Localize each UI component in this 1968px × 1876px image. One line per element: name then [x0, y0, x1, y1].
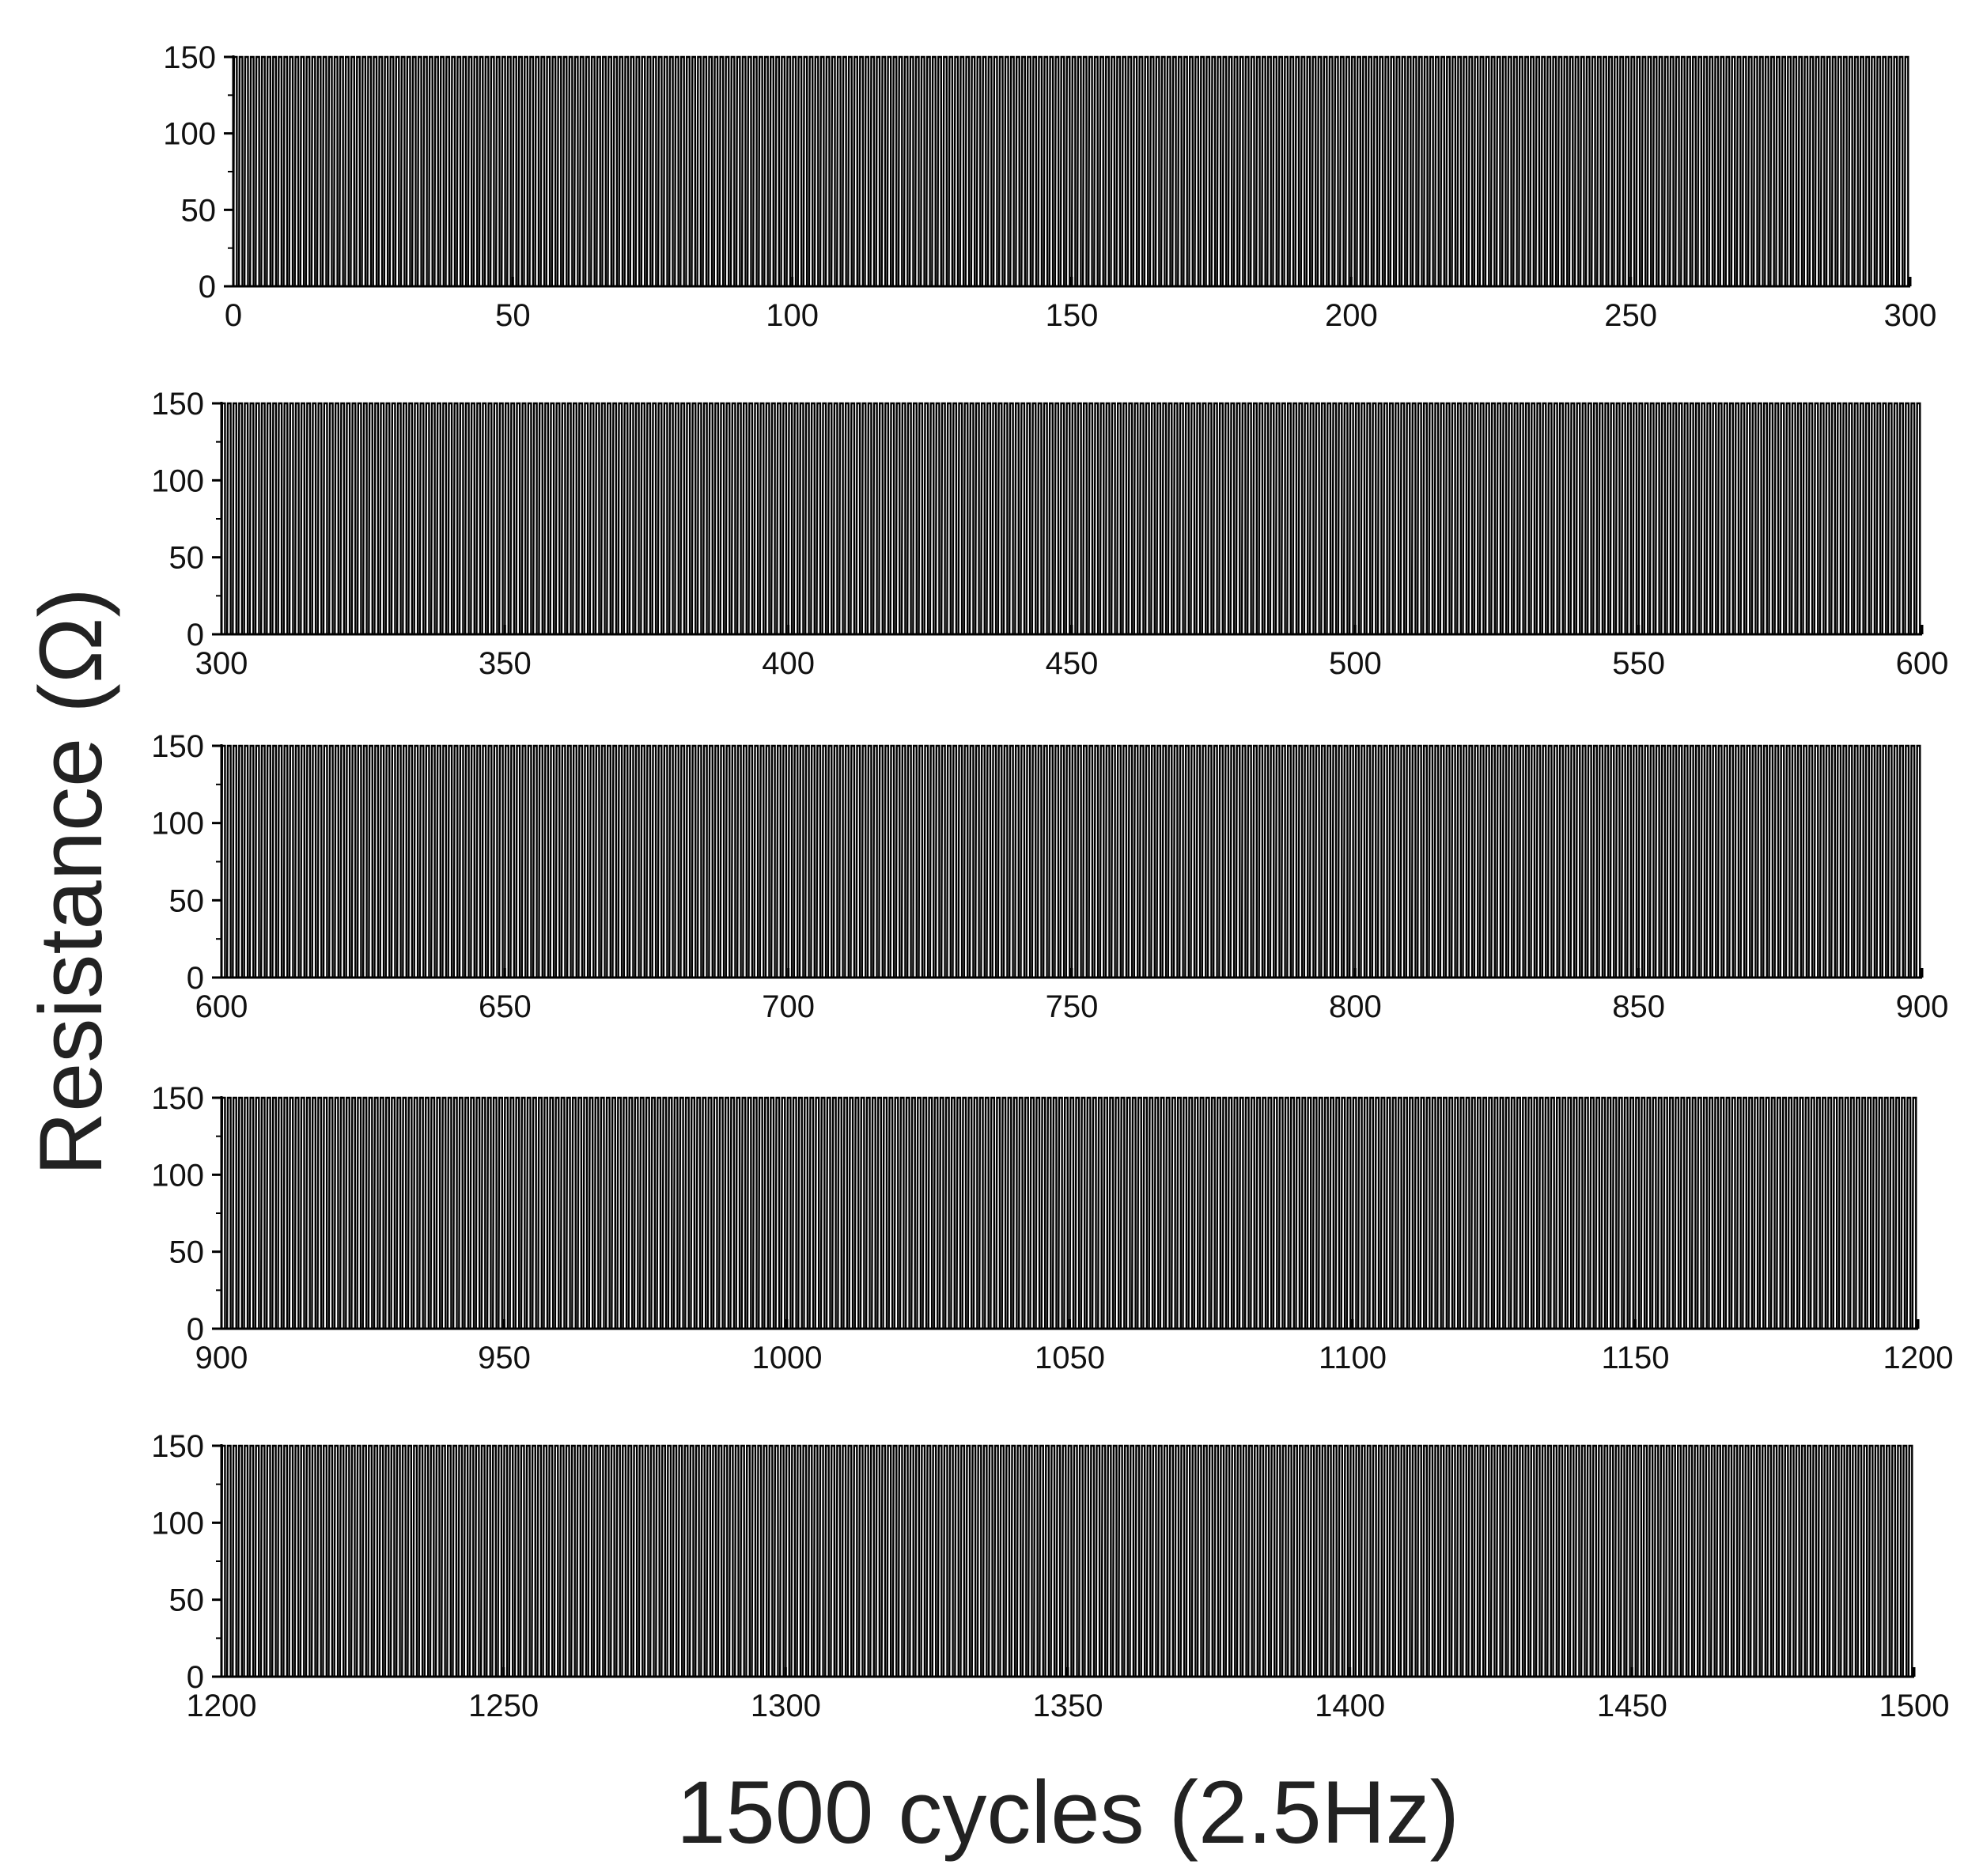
- x-tick-label: 150: [1046, 298, 1099, 333]
- x-tick-label: 1200: [1883, 1341, 1954, 1375]
- resistance-trace: [220, 1096, 1918, 1330]
- x-tick-label: 1300: [751, 1689, 821, 1723]
- y-tick-label: 50: [169, 1235, 205, 1270]
- resistance-trace: [232, 55, 1910, 288]
- y-tick-label: 150: [151, 1429, 204, 1464]
- x-tick-label: 1050: [1035, 1341, 1105, 1375]
- x-tick-label: 600: [1896, 646, 1949, 681]
- x-tick-label: 750: [1046, 989, 1099, 1024]
- x-tick-label: 1250: [468, 1689, 539, 1723]
- x-tick-label: 550: [1612, 646, 1665, 681]
- y-tick-label: 150: [163, 40, 216, 75]
- x-tick-label: 900: [1896, 989, 1949, 1024]
- y-tick-label: 0: [187, 1312, 204, 1347]
- x-tick-label: 300: [195, 646, 248, 681]
- y-tick-label: 100: [163, 117, 216, 152]
- x-tick-label: 900: [195, 1341, 248, 1375]
- y-tick-label: 50: [169, 883, 205, 918]
- x-tick-label: 300: [1884, 298, 1937, 333]
- y-tick-label: 150: [151, 387, 204, 422]
- resistance-trace: [220, 744, 1922, 979]
- x-tick-label: 250: [1604, 298, 1657, 333]
- y-tick-label: 100: [151, 1506, 204, 1541]
- y-tick-label: 0: [199, 270, 216, 304]
- x-tick-label: 350: [479, 646, 532, 681]
- x-tick-label: 1500: [1879, 1689, 1950, 1723]
- chart-panel: 0 50 100 150 900 950 1000 1050 1100 1150 1200: [151, 1081, 1953, 1375]
- x-tick-label: 500: [1329, 646, 1382, 681]
- resistance-trace: [220, 1444, 1914, 1678]
- x-tick-label: 1450: [1597, 1689, 1667, 1723]
- y-tick-label: 0: [187, 618, 204, 652]
- x-tick-label: 1100: [1319, 1341, 1387, 1375]
- y-tick-label: 50: [169, 1583, 205, 1618]
- chart-panel: 0 50 100 150 1200 1250 1300 1350 1400 1450 1500: [151, 1429, 1949, 1723]
- x-tick-label: 1350: [1033, 1689, 1103, 1723]
- y-tick-label: 150: [151, 1081, 204, 1116]
- x-axis-title: 1500 cycles (2.5Hz): [676, 1763, 1459, 1862]
- y-axis-title: Resistance (Ω): [21, 588, 120, 1175]
- x-tick-label: 650: [479, 989, 532, 1024]
- x-tick-label: 850: [1612, 989, 1665, 1024]
- y-tick-label: 100: [151, 1158, 204, 1193]
- x-tick-label: 700: [762, 989, 815, 1024]
- y-tick-label: 100: [151, 463, 204, 498]
- y-tick-label: 50: [181, 193, 217, 228]
- y-tick-label: 0: [187, 1660, 204, 1695]
- x-tick-label: 950: [478, 1341, 531, 1375]
- chart-panel: 0 50 100 150 600 650 700 750 800 850 900: [151, 729, 1948, 1024]
- x-tick-label: 0: [225, 298, 242, 333]
- y-tick-label: 0: [187, 961, 204, 996]
- x-tick-label: 1000: [752, 1341, 823, 1375]
- y-tick-label: 50: [169, 541, 205, 576]
- x-tick-label: 450: [1046, 646, 1099, 681]
- x-tick-label: 400: [762, 646, 815, 681]
- chart-panel: 0 50 100 150 0 50 100 150 200 250 300: [163, 40, 1936, 333]
- x-tick-label: 800: [1329, 989, 1382, 1024]
- x-tick-label: 100: [766, 298, 819, 333]
- chart-panel: 0 50 100 150 300 350 400 450 500 550 600: [151, 387, 1948, 681]
- x-tick-label: 50: [495, 298, 531, 333]
- resistance-trace: [220, 402, 1922, 636]
- x-tick-label: 600: [195, 989, 248, 1024]
- x-tick-label: 200: [1325, 298, 1378, 333]
- y-tick-label: 100: [151, 807, 204, 842]
- y-tick-label: 150: [151, 729, 204, 764]
- x-tick-label: 1400: [1315, 1689, 1385, 1723]
- x-tick-label: 1200: [187, 1689, 257, 1723]
- x-tick-label: 1150: [1601, 1341, 1669, 1375]
